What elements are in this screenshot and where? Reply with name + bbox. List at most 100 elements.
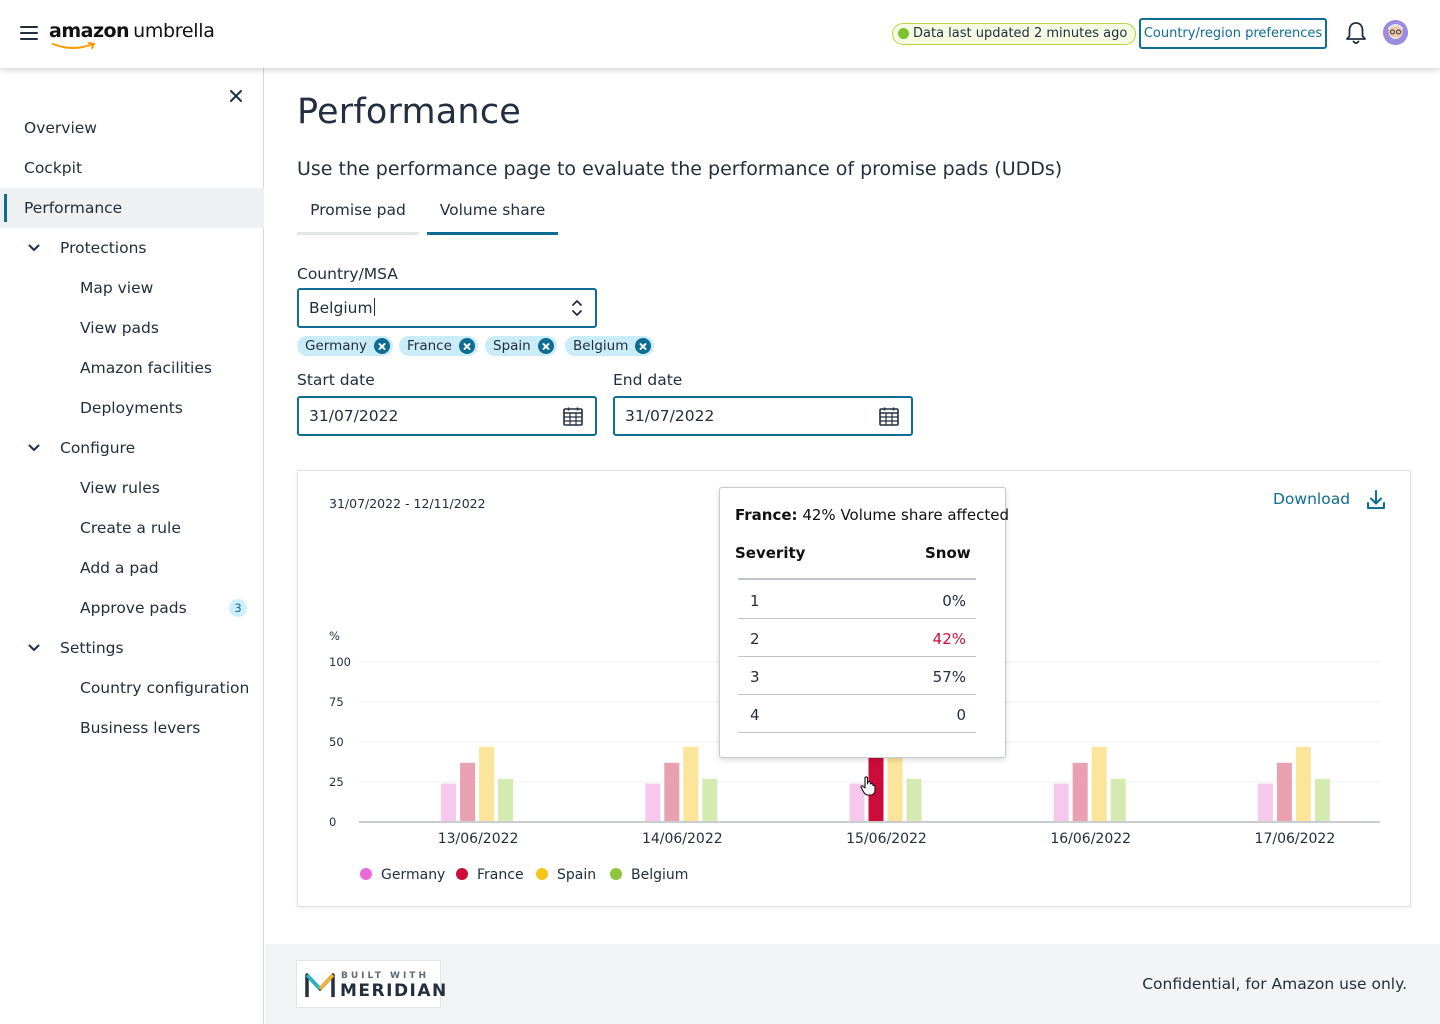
country-msa-select[interactable]: Belgium: [297, 288, 597, 328]
sidebar-item-create-rule[interactable]: Create a rule: [0, 508, 264, 548]
calendar-icon[interactable]: [879, 407, 899, 426]
bar-spain: [683, 746, 699, 821]
sidebar-item-amazon-facilities[interactable]: Amazon facilities: [0, 348, 264, 388]
sidebar-item-view-pads[interactable]: View pads: [0, 308, 264, 348]
tab-volume-share[interactable]: Volume share: [427, 196, 558, 236]
tab-promise-pad[interactable]: Promise pad: [297, 196, 419, 236]
chip-label: Germany: [305, 338, 368, 354]
legend-label: France: [477, 867, 524, 883]
sidebar-item-approve-pads[interactable]: Approve pads 3: [0, 588, 264, 628]
app-logo[interactable]: amazon umbrella: [49, 20, 215, 50]
logo-product: umbrella: [133, 20, 215, 42]
start-date-label: Start date: [297, 371, 375, 389]
x-tick-label: 13/06/2022: [438, 831, 519, 847]
sidebar-item-business-levers[interactable]: Business levers: [0, 708, 264, 748]
tab-label: Promise pad: [310, 201, 406, 219]
count-badge: 3: [229, 599, 247, 617]
bar-spain: [479, 746, 495, 821]
close-icon[interactable]: [228, 88, 244, 104]
remove-chip-icon[interactable]: [374, 338, 391, 354]
remove-chip-icon[interactable]: [458, 338, 475, 354]
sidebar-item-map-view[interactable]: Map view: [0, 268, 264, 308]
chip-label: France: [407, 338, 452, 354]
bar-belgium: [1314, 778, 1330, 821]
sidebar-item-label: Business levers: [80, 719, 201, 737]
tab-active-indicator: [427, 232, 558, 235]
tooltip-col-severity: Severity: [735, 544, 806, 562]
severity-value: 2: [750, 630, 760, 648]
snow-value: 0%: [942, 592, 966, 610]
sidebar-item-label: Protections: [60, 239, 147, 257]
meridian-logo: BUILT WITH MERIDIAN: [296, 960, 446, 1008]
tooltip-country: France:: [735, 506, 798, 524]
select-updown-icon: [572, 300, 582, 316]
y-tick-label: 50: [329, 735, 344, 749]
sidebar-item-label: Approve pads: [80, 599, 187, 617]
chip-france: France: [399, 336, 478, 356]
sidebar-item-label: Create a rule: [80, 519, 181, 537]
x-tick-label: 17/06/2022: [1255, 831, 1336, 847]
page-title: Performance: [297, 92, 521, 132]
legend-label: Germany: [381, 867, 445, 883]
download-link[interactable]: Download: [1273, 490, 1351, 508]
x-tick-label: 15/06/2022: [846, 831, 927, 847]
tooltip-row: 3 57%: [738, 657, 976, 695]
y-axis-unit-label: %: [329, 629, 340, 643]
sidebar-item-country-configuration[interactable]: Country configuration: [0, 668, 264, 708]
sidebar-item-performance[interactable]: Performance: [0, 188, 264, 228]
hand-cursor-icon: [860, 776, 876, 796]
bar-france: [460, 762, 476, 821]
sidebar-item-label: View rules: [80, 479, 160, 497]
start-date-input[interactable]: 31/07/2022: [297, 396, 597, 436]
bar-germany: [849, 783, 865, 821]
logo-amazon: amazon: [49, 20, 130, 42]
y-tick-label: 75: [329, 695, 344, 709]
sidebar-group-settings[interactable]: Settings: [0, 628, 264, 668]
bar-france: [664, 762, 680, 821]
tooltip-title: France: 42% Volume share affected: [735, 506, 1009, 524]
sidebar-item-view-rules[interactable]: View rules: [0, 468, 264, 508]
top-header: amazon umbrella Data last updated 2 minut…: [0, 0, 1440, 68]
smile-logo-icon: [52, 42, 96, 49]
severity-value: 1: [750, 592, 760, 610]
bar-germany: [441, 783, 457, 821]
snow-value: 42%: [932, 630, 966, 648]
sidebar-item-overview[interactable]: Overview: [0, 108, 264, 148]
sidebar-item-label: Performance: [24, 199, 123, 217]
avatar[interactable]: [1383, 20, 1408, 45]
chip-belgium: Belgium: [565, 336, 655, 356]
sidebar-item-add-pad[interactable]: Add a pad: [0, 548, 264, 588]
bell-icon[interactable]: [1345, 20, 1367, 46]
confidential-notice: Confidential, for Amazon use only.: [1142, 975, 1407, 993]
status-dot-icon: [898, 28, 909, 39]
sidebar-group-configure[interactable]: Configure: [0, 428, 264, 468]
meridian-brand-text: MERIDIAN: [340, 981, 448, 1001]
download-icon[interactable]: [1366, 489, 1386, 511]
bar-belgium: [498, 778, 514, 821]
menu-icon[interactable]: [20, 25, 38, 41]
chevron-down-icon: [28, 644, 40, 651]
sidebar-group-protections[interactable]: Protections: [0, 228, 264, 268]
sidebar-item-deployments[interactable]: Deployments: [0, 388, 264, 428]
remove-chip-icon[interactable]: [537, 338, 554, 354]
tooltip-summary: 42% Volume share affected: [802, 506, 1009, 524]
sidebar-item-cockpit[interactable]: Cockpit: [0, 148, 264, 188]
bar-belgium: [702, 778, 718, 821]
tooltip-row: 1 0%: [738, 581, 976, 619]
country-preferences-button[interactable]: Country/region preferences: [1139, 18, 1327, 49]
user-avatar-icon: [1383, 20, 1408, 45]
chip-spain: Spain: [485, 336, 557, 356]
sidebar-item-label: Cockpit: [24, 159, 83, 177]
bar-germany: [1053, 783, 1069, 821]
remove-chip-icon[interactable]: [635, 338, 652, 354]
built-with-text: BUILT WITH: [341, 971, 429, 981]
bar-spain: [1295, 746, 1311, 821]
sidebar-item-label: View pads: [80, 319, 159, 337]
sidebar-item-label: Country configuration: [80, 679, 250, 697]
end-date-input[interactable]: 31/07/2022: [613, 396, 913, 436]
chip-label: Belgium: [573, 338, 629, 354]
tooltip-row: 2 42%: [738, 619, 976, 657]
severity-value: 4: [750, 706, 760, 724]
calendar-icon[interactable]: [563, 407, 583, 426]
legend-swatch-germany: [360, 868, 372, 880]
